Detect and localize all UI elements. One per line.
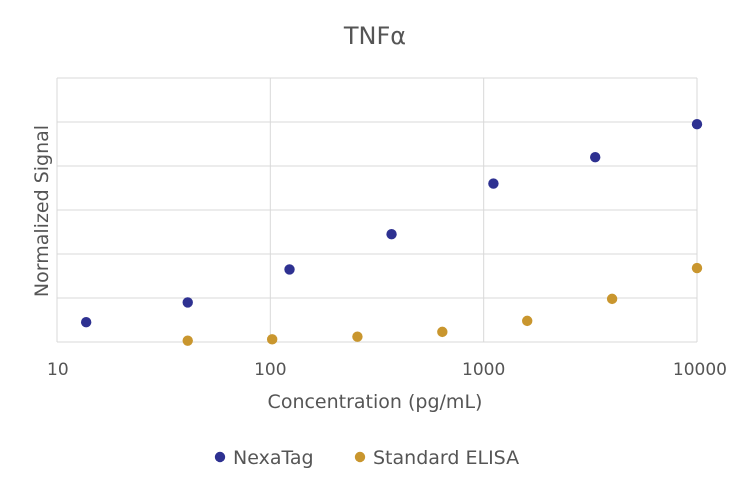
point-series1-3 xyxy=(437,326,448,338)
point-series0-2 xyxy=(284,264,295,275)
point-series1-6 xyxy=(691,262,703,274)
point-series1-4 xyxy=(522,315,533,327)
point-series1-5 xyxy=(606,293,618,305)
point-series0-4 xyxy=(488,178,499,189)
point-series0-5 xyxy=(590,152,601,163)
point-series1-2 xyxy=(352,331,363,342)
x-tick-label-2: 1000 xyxy=(462,360,505,380)
chart-title: TNFα xyxy=(343,22,406,50)
x-tick-label-3: 10000 xyxy=(673,360,727,380)
legend-label-1: Standard ELISA xyxy=(373,447,519,469)
point-series0-3 xyxy=(386,229,397,240)
data-points xyxy=(80,119,703,346)
y-axis-label: Normalized Signal xyxy=(31,125,53,297)
legend-label-0: NexaTag xyxy=(233,447,314,469)
point-series1-0 xyxy=(182,335,193,346)
x-tick-label-1: 100 xyxy=(254,360,286,380)
point-series0-1 xyxy=(182,297,193,308)
x-axis-label: Concentration (pg/mL) xyxy=(268,391,483,413)
legend-marker-1 xyxy=(354,451,366,463)
point-series0-0 xyxy=(80,317,92,328)
point-series0-6 xyxy=(691,119,703,130)
x-tick-labels: 10 100 1000 10000 xyxy=(47,360,727,380)
point-series1-1 xyxy=(266,334,278,345)
x-tick-label-0: 10 xyxy=(47,360,69,380)
legend-marker-0 xyxy=(214,451,226,463)
legend: NexaTag Standard ELISA xyxy=(214,447,519,469)
